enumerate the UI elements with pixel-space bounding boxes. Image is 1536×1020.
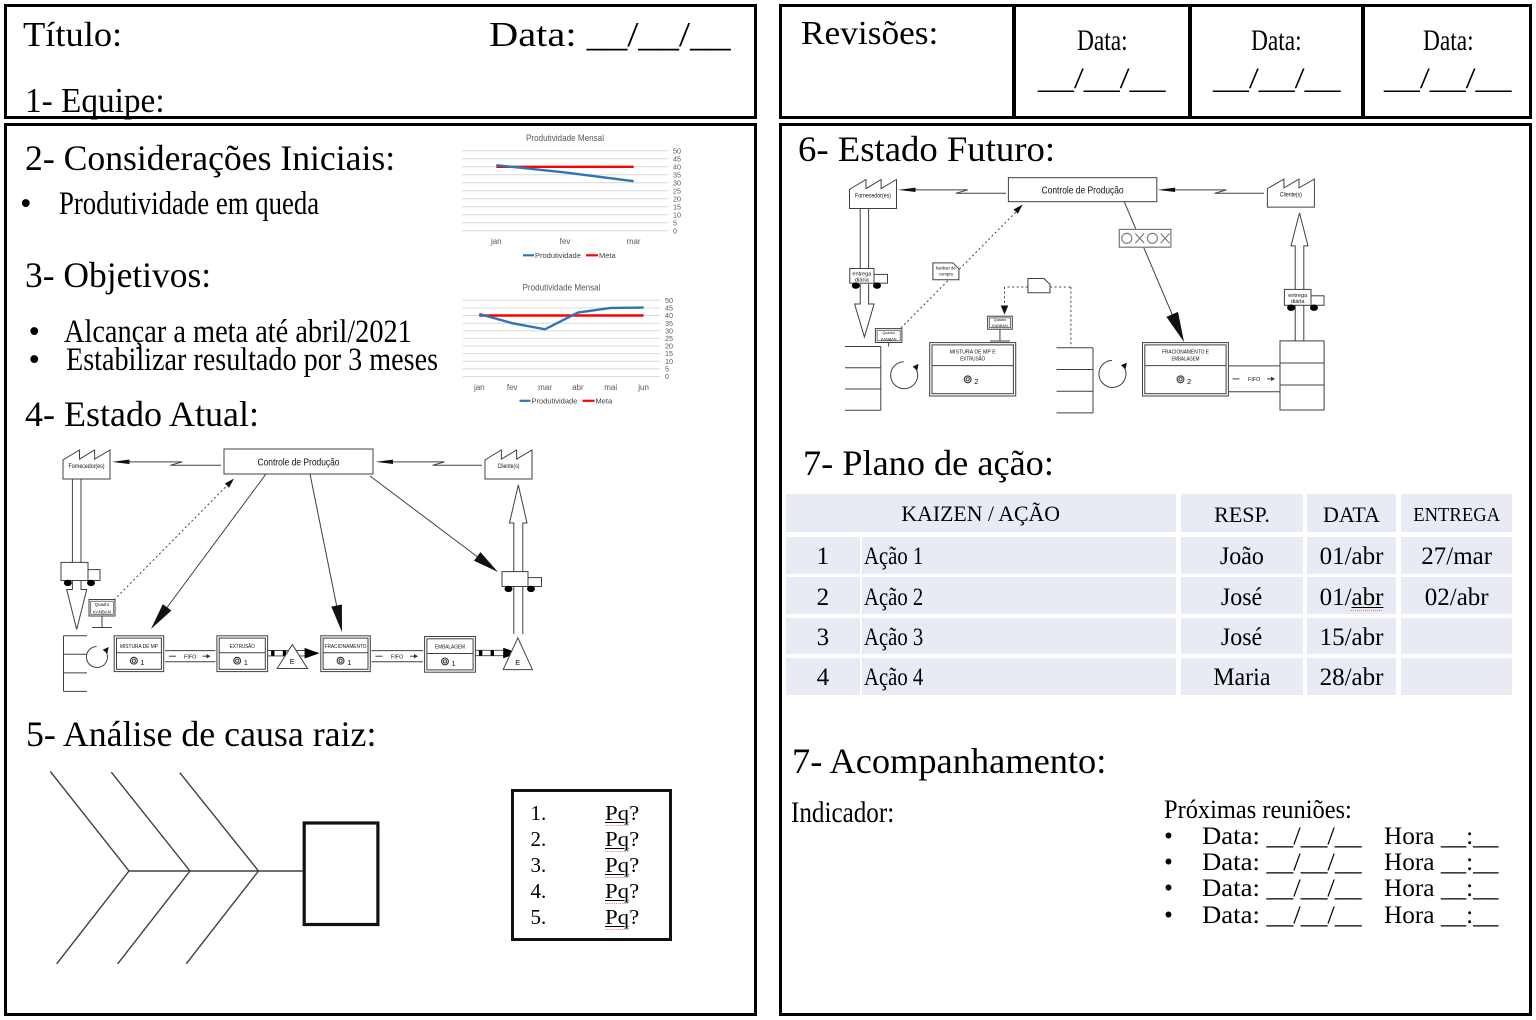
svg-text:mar: mar [627, 237, 641, 246]
svg-text:jan: jan [490, 237, 502, 246]
svg-text:EXTRUSÃO: EXTRUSÃO [960, 356, 986, 363]
svg-text:diária: diária [855, 277, 870, 283]
svg-text:fev: fev [560, 237, 571, 246]
svg-text:50: 50 [665, 296, 673, 305]
svg-text:10: 10 [673, 210, 681, 219]
svg-text:KANBAN: KANBAN [93, 609, 111, 614]
svg-text:mai: mai [604, 383, 617, 392]
svg-text:Produtividade Mensal: Produtividade Mensal [526, 133, 604, 144]
svg-text:35: 35 [665, 319, 673, 328]
svg-text:Fornecedor(es): Fornecedor(es) [855, 192, 891, 199]
svg-text:2: 2 [974, 377, 978, 386]
svg-text:FRACIONAMENTO: FRACIONAMENTO [325, 644, 367, 650]
svg-text:FIFO: FIFO [184, 654, 196, 660]
svg-text:20: 20 [673, 194, 681, 203]
svg-text:compra: compra [939, 272, 954, 277]
svg-text:40: 40 [673, 162, 681, 171]
svg-text:0: 0 [673, 226, 677, 235]
svg-text:1: 1 [452, 659, 456, 668]
svg-text:E: E [290, 657, 295, 666]
svg-text:1: 1 [347, 658, 351, 667]
svg-text:entrega: entrega [1288, 293, 1308, 299]
svg-text:35: 35 [673, 170, 681, 179]
svg-text:Cliente(s): Cliente(s) [1280, 191, 1302, 198]
svg-text:0: 0 [665, 372, 669, 381]
svg-text:KANBAN: KANBAN [881, 337, 897, 341]
svg-text:abr: abr [572, 383, 584, 392]
svg-text:1: 1 [140, 658, 144, 667]
svg-text:EMBALAGEM: EMBALAGEM [1171, 357, 1199, 363]
svg-text:10: 10 [665, 357, 673, 366]
svg-text:5: 5 [673, 218, 677, 227]
svg-text:diária: diária [1291, 299, 1306, 305]
svg-text:45: 45 [665, 304, 673, 313]
svg-text:Fornecedor(es): Fornecedor(es) [69, 463, 105, 470]
svg-text:45: 45 [673, 154, 681, 163]
svg-text:FRACIONAMENTO E: FRACIONAMENTO E [1162, 350, 1209, 356]
svg-text:1: 1 [244, 658, 248, 667]
svg-text:fev: fev [507, 383, 518, 392]
svg-text:30: 30 [673, 178, 681, 187]
svg-text:2: 2 [1187, 377, 1191, 386]
svg-text:30: 30 [665, 326, 673, 335]
svg-text:E: E [515, 658, 520, 667]
svg-text:40: 40 [665, 311, 673, 320]
svg-text:Controle de Produção: Controle de Produção [258, 457, 340, 469]
svg-text:MISTURA DE MP: MISTURA DE MP [120, 644, 158, 650]
svg-text:50: 50 [673, 146, 681, 155]
svg-text:FIFO: FIFO [1248, 377, 1260, 383]
svg-text:KANBAN: KANBAN [992, 324, 1008, 328]
svg-text:15: 15 [665, 349, 673, 358]
svg-text:Produtividade Mensal: Produtividade Mensal [523, 283, 601, 294]
svg-text:Quadro: Quadro [882, 331, 895, 335]
svg-text:entrega: entrega [852, 271, 872, 277]
svg-text:Quadro: Quadro [994, 318, 1007, 322]
svg-text:Quadro: Quadro [95, 602, 110, 607]
svg-text:Meta: Meta [596, 397, 614, 406]
svg-text:EMBALAGEM: EMBALAGEM [435, 645, 465, 651]
svg-text:mar: mar [538, 383, 552, 392]
svg-text:kanban de: kanban de [936, 266, 956, 271]
svg-text:20: 20 [665, 342, 673, 351]
svg-text:25: 25 [673, 186, 681, 195]
svg-text:5: 5 [665, 365, 669, 374]
svg-text:25: 25 [665, 334, 673, 343]
svg-text:EXTRUSÃO: EXTRUSÃO [230, 643, 255, 650]
svg-text:FIFO: FIFO [391, 654, 403, 660]
svg-text:MISTURA DE MP E: MISTURA DE MP E [950, 350, 996, 356]
svg-text:Produtividade: Produtividade [532, 397, 578, 406]
svg-text:jun: jun [637, 383, 649, 392]
svg-text:Cliente(s): Cliente(s) [498, 463, 520, 470]
svg-text:Produtividade: Produtividade [535, 251, 581, 260]
svg-text:Controle de Produção: Controle de Produção [1042, 185, 1124, 197]
svg-text:jan: jan [473, 383, 485, 392]
svg-text:Meta: Meta [599, 251, 617, 260]
svg-text:15: 15 [673, 202, 681, 211]
